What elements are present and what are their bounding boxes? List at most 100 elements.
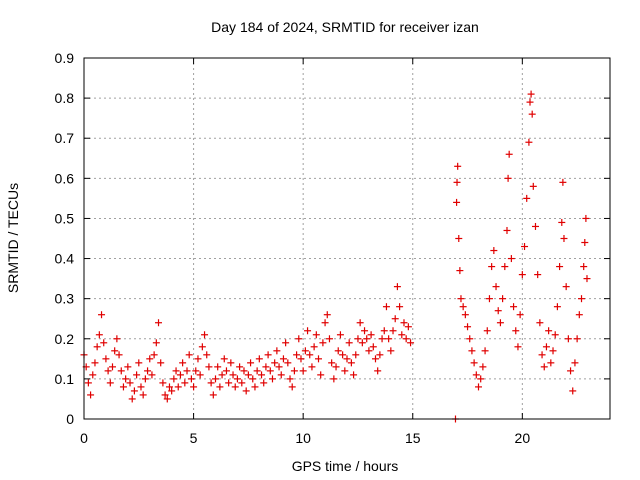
data-point — [159, 379, 167, 387]
y-tick-label: 0 — [66, 411, 74, 427]
data-point — [236, 363, 244, 371]
data-point — [84, 379, 92, 387]
data-point — [466, 335, 474, 343]
data-point — [172, 367, 180, 375]
chart-title: Day 184 of 2024, SRMTID for receiver iza… — [211, 19, 479, 35]
data-point — [139, 391, 147, 399]
y-tick-label: 0.4 — [55, 251, 75, 267]
data-point — [400, 319, 408, 327]
data-point — [207, 379, 215, 387]
y-axis-title: SRMTID / TECUs — [5, 183, 21, 293]
data-point — [334, 347, 342, 355]
data-point — [124, 363, 132, 371]
data-point — [387, 347, 395, 355]
data-point — [150, 351, 158, 359]
data-point — [286, 375, 294, 383]
data-point — [523, 194, 531, 202]
data-point — [545, 327, 553, 335]
data-point — [571, 359, 579, 367]
data-point — [104, 367, 112, 375]
data-point — [514, 343, 522, 351]
data-point — [470, 359, 478, 367]
data-point — [490, 247, 498, 255]
data-point — [194, 355, 202, 363]
data-point — [393, 283, 401, 291]
data-point — [526, 98, 534, 106]
data-point — [137, 383, 145, 391]
data-point — [165, 383, 173, 391]
y-tick-label: 0.8 — [55, 90, 75, 106]
data-point — [242, 387, 250, 395]
data-point — [122, 375, 130, 383]
data-point — [146, 355, 154, 363]
data-point — [551, 331, 559, 339]
data-point — [499, 295, 507, 303]
data-point — [365, 347, 373, 355]
data-point — [255, 355, 263, 363]
data-point — [525, 138, 533, 146]
data-point — [564, 335, 572, 343]
data-point — [516, 311, 524, 319]
data-point — [174, 383, 182, 391]
data-point — [356, 319, 364, 327]
data-point — [483, 327, 491, 335]
data-point — [475, 383, 482, 391]
data-point — [477, 375, 485, 383]
data-point — [371, 355, 379, 363]
data-point — [163, 395, 171, 403]
data-point — [325, 335, 333, 343]
data-point — [152, 339, 160, 347]
data-point — [135, 359, 143, 367]
data-point — [310, 343, 318, 351]
data-point — [240, 367, 248, 375]
data-point — [181, 379, 189, 387]
data-point — [209, 391, 217, 399]
data-point — [582, 214, 590, 222]
data-point — [455, 235, 463, 242]
data-point — [253, 367, 261, 375]
data-point — [496, 319, 504, 327]
data-point — [244, 371, 252, 379]
data-point — [321, 319, 329, 327]
data-point — [271, 359, 279, 367]
data-point — [312, 331, 320, 339]
axis-ticks — [83, 57, 610, 420]
data-point — [93, 343, 101, 351]
data-point — [192, 367, 200, 375]
data-point — [323, 311, 331, 319]
data-point — [220, 355, 228, 363]
data-point — [304, 327, 312, 335]
data-point — [396, 303, 404, 311]
data-point — [398, 331, 406, 339]
data-point — [308, 363, 316, 371]
data-point — [507, 255, 515, 263]
data-point — [380, 327, 388, 335]
data-point — [385, 335, 393, 343]
data-point — [510, 303, 518, 311]
data-point — [378, 335, 386, 343]
data-point — [95, 331, 103, 339]
data-point — [567, 367, 575, 375]
data-point — [328, 359, 336, 367]
data-point — [512, 327, 520, 335]
plot-frame — [83, 57, 611, 420]
data-point — [354, 335, 362, 343]
data-point — [179, 359, 187, 367]
y-tick-label: 0.3 — [55, 291, 75, 307]
data-point — [148, 371, 156, 379]
data-point — [560, 235, 568, 242]
data-point — [453, 178, 461, 186]
data-point — [89, 371, 97, 379]
x-tick-label: 15 — [405, 430, 421, 446]
data-point — [505, 150, 513, 158]
data-point — [374, 367, 382, 375]
data-point — [341, 367, 349, 375]
x-tick-label: 10 — [295, 430, 311, 446]
data-point — [559, 178, 567, 186]
data-point — [233, 375, 241, 383]
data-point — [201, 331, 209, 339]
data-point — [277, 371, 285, 379]
data-point — [481, 347, 489, 355]
data-point — [279, 355, 287, 363]
data-point — [358, 339, 366, 347]
